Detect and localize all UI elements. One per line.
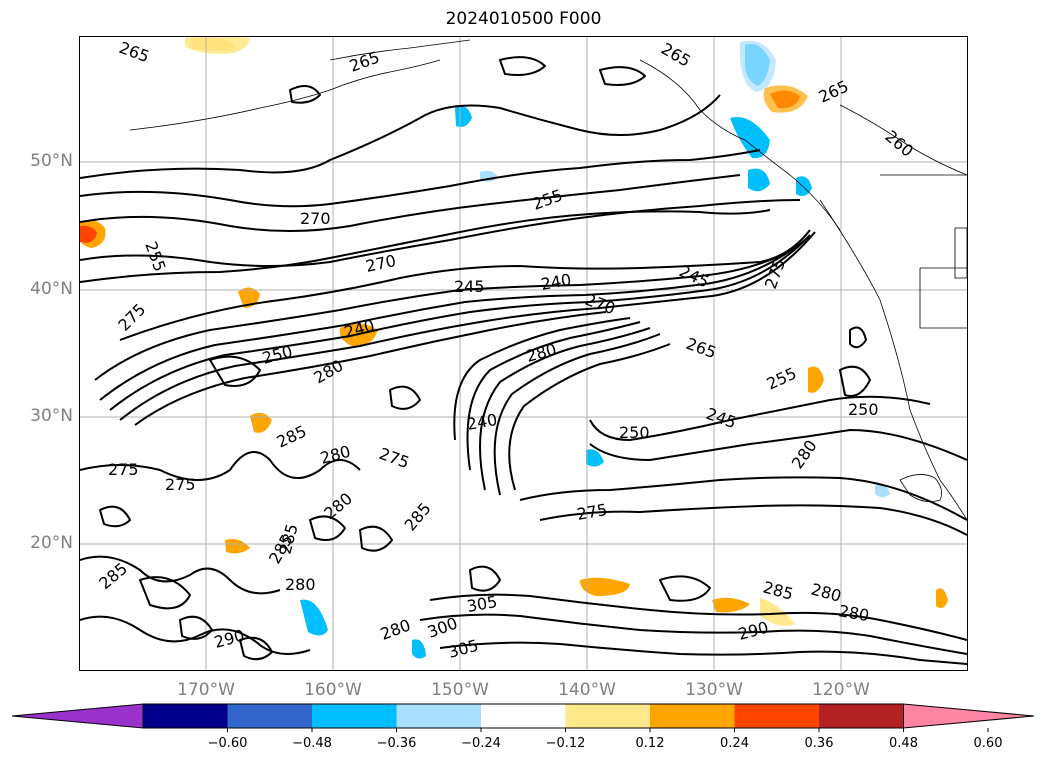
contour-label: 280 [788,436,821,472]
contour-label: 275 [575,500,608,524]
contour-label: 265 [347,47,382,75]
colorbar-segment [734,704,819,728]
contour-label: 240 [465,410,498,434]
colorbar-segment [481,704,566,728]
contour-label: 280 [809,580,843,606]
map-canvas: 265 265 265 260 255 265 270 270 275 245 … [80,37,967,670]
colorbar-tick-label: −0.60 [207,736,248,751]
contour-label: 250 [619,423,650,442]
contour-label: 255 [141,239,169,274]
lon-label-130w: 130°W [685,680,743,700]
colorbar-segment [650,704,735,728]
colorbar-tick-label: −0.48 [292,736,332,751]
lat-label-40n: 40°N [30,279,73,299]
colorbar-tick-label: 0.60 [973,736,1003,751]
lon-label-120w: 120°W [812,680,870,700]
contour-label: 250 [260,342,294,368]
colorbar-segment [819,704,904,728]
contour-label: 285 [274,421,310,451]
lon-label-150w: 150°W [431,680,489,700]
lon-label-140w: 140°W [558,680,616,700]
contour-label: 245 [454,277,485,296]
contour-label: 265 [117,38,152,66]
contour-label: 285 [95,559,131,593]
contour-label: 280 [378,615,413,643]
contour-label: 255 [530,185,565,213]
contour-label: 270 [300,209,331,228]
contour-label: 280 [318,442,352,468]
colorbar-tick-label: −0.36 [376,736,417,751]
colorbar-extend-high [903,703,1035,729]
lat-label-30n: 30°N [30,406,73,426]
contour-label: 290 [736,618,770,644]
colorbar-segment [143,704,228,728]
contour-label: 280 [837,601,870,625]
colorbar-segment [227,704,312,728]
colorbar [11,703,1035,732]
colorbar-tick-label: 0.48 [889,736,918,751]
map-frame: 265 265 265 260 255 265 270 270 275 245 … [79,36,968,671]
contour-label: 265 [816,76,852,106]
colorbar-extend-low [11,703,144,729]
contour-label: 245 [704,404,739,432]
coastline [129,39,967,521]
lat-label-20n: 20°N [30,533,73,553]
contour-label: 280 [285,575,316,594]
contour-label: 305 [465,592,498,616]
lon-label-160w: 160°W [304,680,362,700]
colorbar-tick-label: −0.24 [461,736,501,751]
contour-label: 250 [848,400,879,419]
colorbar-segment [565,704,650,728]
contour-label: 265 [658,39,694,71]
contours [80,56,967,665]
colorbar-segment [396,704,481,728]
colorbar-tick-label: 0.36 [804,736,834,751]
contour-label: 280 [524,340,558,366]
contour-label: 275 [114,300,149,335]
shading-layer [80,37,948,659]
contour-labels: 265 265 265 260 255 265 270 270 275 245 … [95,38,917,662]
contour-label: 285 [761,578,795,604]
contour-label: 280 [311,356,347,388]
colorbar-tick-label: −0.12 [545,736,586,751]
contour-label: 280 [320,489,356,523]
contour-label: 305 [446,636,480,662]
colorbar-tick-label: 0.24 [720,736,749,751]
contour-label: 285 [401,499,435,535]
lat-label-50n: 50°N [30,151,73,171]
contour-label: 275 [377,444,412,472]
graticule [80,37,967,670]
contour-label: 275 [165,475,196,494]
contour-label: 285 [276,522,302,556]
colorbar-outline [142,703,904,729]
contour-label: 275 [108,460,139,479]
colorbar-tick-label: 0.12 [635,736,665,751]
contour-label: 255 [764,363,800,393]
colorbar-segment [312,704,397,728]
lon-label-170w: 170°W [177,680,235,700]
map-title: 2024010500 F000 [445,9,602,29]
